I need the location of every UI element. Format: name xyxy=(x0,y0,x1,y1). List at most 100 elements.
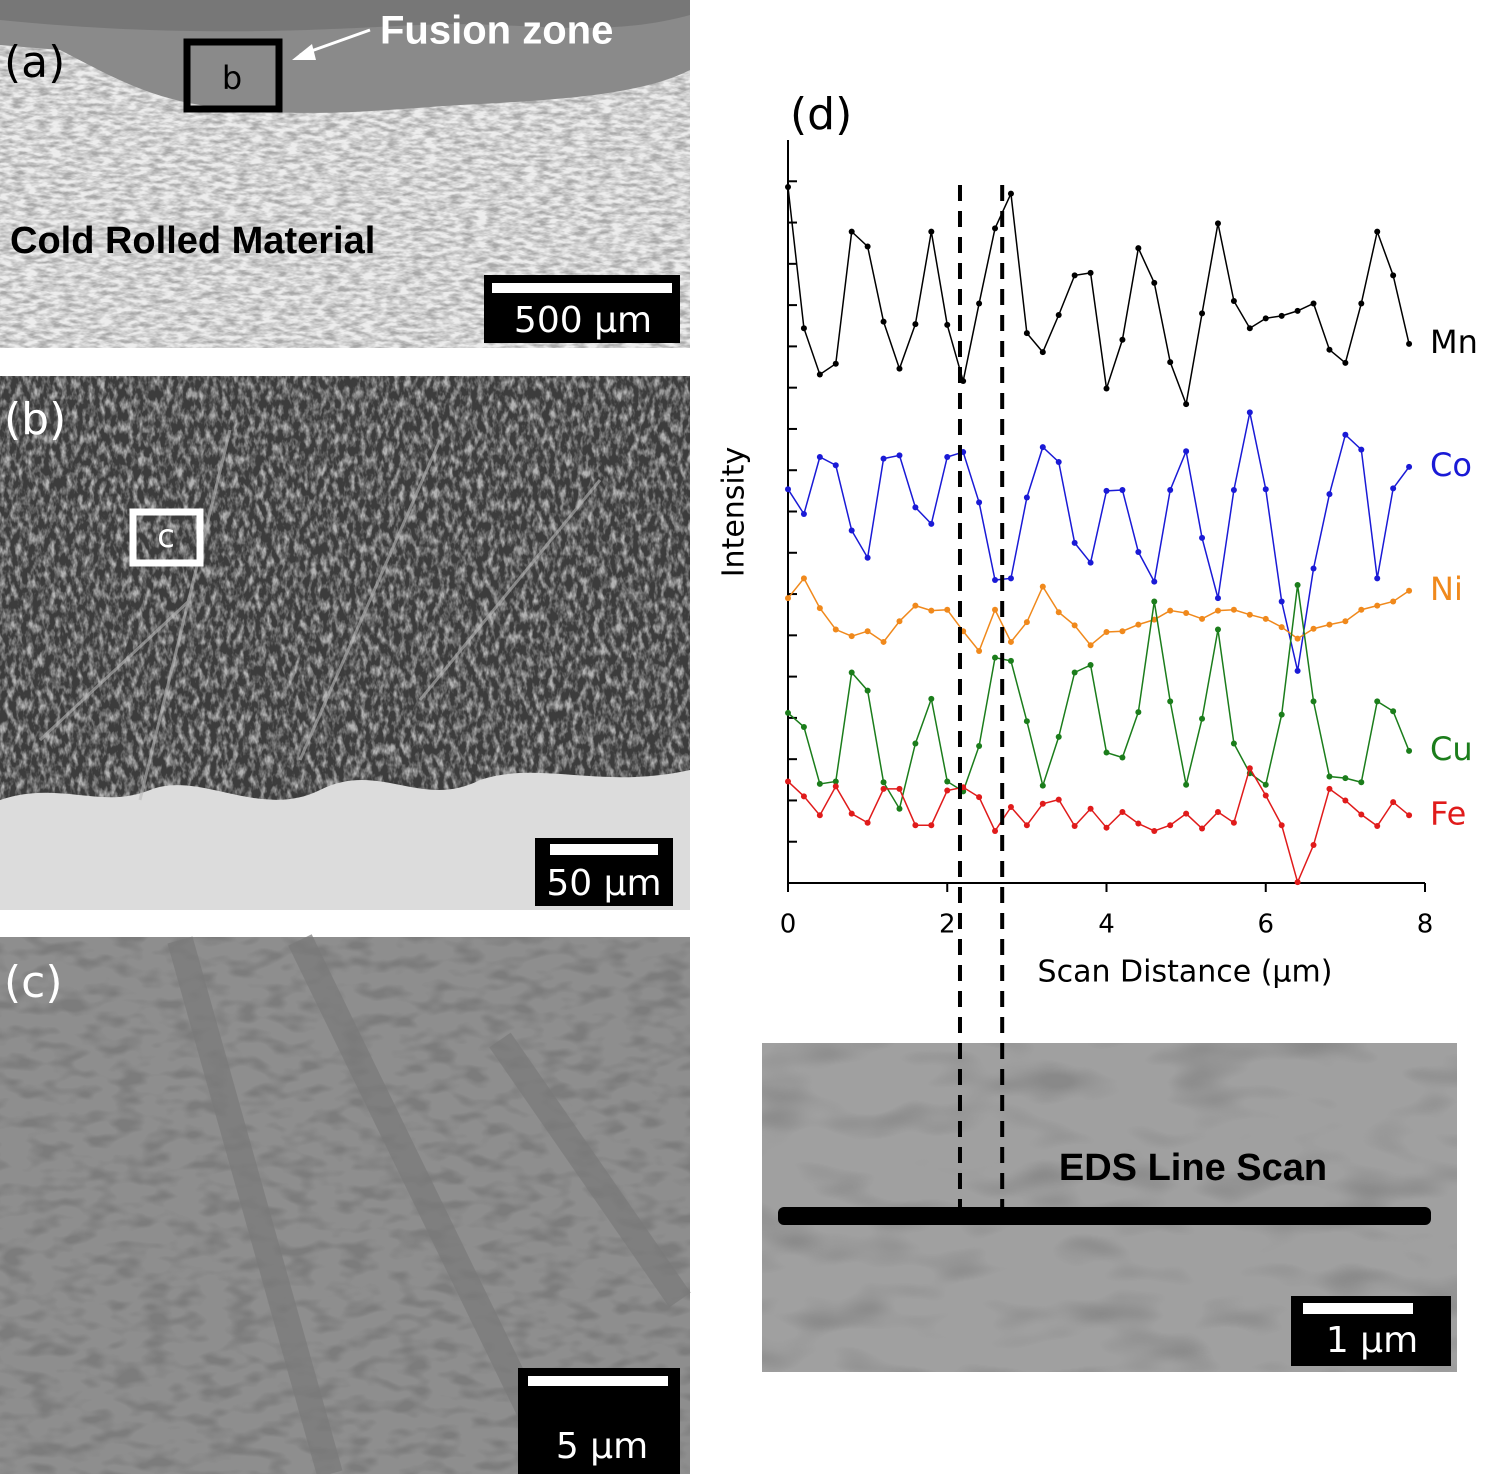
data-point xyxy=(1358,811,1365,818)
data-point xyxy=(1406,812,1413,819)
data-point xyxy=(1294,667,1301,674)
data-point xyxy=(800,325,807,332)
data-point xyxy=(864,687,871,694)
data-point xyxy=(800,723,807,730)
data-point xyxy=(1390,708,1397,715)
data-point xyxy=(1310,842,1317,849)
data-point xyxy=(1119,754,1126,761)
data-point xyxy=(1007,657,1014,664)
data-point xyxy=(896,785,903,792)
data-point xyxy=(1262,792,1269,799)
data-point xyxy=(1007,638,1014,645)
data-point xyxy=(848,669,855,676)
data-point xyxy=(944,778,951,785)
data-point xyxy=(1214,809,1221,816)
data-point xyxy=(816,454,823,461)
data-point xyxy=(976,794,983,801)
data-point xyxy=(1390,598,1397,605)
data-point xyxy=(1055,733,1062,740)
data-point xyxy=(1183,781,1190,788)
data-point xyxy=(1374,228,1381,235)
data-point xyxy=(1294,581,1301,588)
data-point xyxy=(896,452,903,459)
data-point xyxy=(1151,616,1158,623)
data-point xyxy=(1167,487,1174,494)
data-point xyxy=(848,633,855,640)
data-point xyxy=(880,455,887,462)
data-point xyxy=(976,742,983,749)
data-point xyxy=(1007,804,1014,811)
data-point xyxy=(1023,494,1030,501)
data-point xyxy=(1246,611,1253,618)
data-point xyxy=(1119,809,1126,816)
data-point xyxy=(1246,325,1253,332)
data-point xyxy=(1326,785,1333,792)
data-point xyxy=(1151,279,1158,286)
data-point xyxy=(912,822,919,829)
data-point xyxy=(1374,602,1381,609)
data-point xyxy=(1071,823,1078,830)
data-point xyxy=(1214,626,1221,633)
data-point xyxy=(1071,272,1078,279)
data-point xyxy=(1199,615,1206,622)
data-point xyxy=(1183,401,1190,408)
data-point xyxy=(1406,340,1413,347)
data-point xyxy=(880,785,887,792)
data-point xyxy=(1135,548,1142,555)
y-axis-label: Intensity xyxy=(717,447,752,578)
data-point xyxy=(880,779,887,786)
data-point xyxy=(928,520,935,527)
data-point xyxy=(1135,245,1142,252)
data-point xyxy=(1310,625,1317,632)
x-tick-label: 0 xyxy=(780,910,797,940)
data-point xyxy=(976,300,983,307)
data-point xyxy=(1119,336,1126,343)
data-point xyxy=(1103,824,1110,831)
x-tick-label: 4 xyxy=(1098,910,1115,940)
data-point xyxy=(1151,578,1158,585)
data-point xyxy=(1358,446,1365,453)
data-point xyxy=(896,805,903,812)
data-point xyxy=(1374,823,1381,830)
data-point xyxy=(1342,618,1349,625)
data-point xyxy=(1358,300,1365,307)
data-point xyxy=(864,554,871,561)
data-point xyxy=(1199,534,1206,541)
data-point xyxy=(1087,805,1094,812)
annotation: EDS Line Scan xyxy=(1059,1147,1327,1189)
data-point xyxy=(1023,822,1030,829)
data-point xyxy=(864,819,871,826)
data-point xyxy=(1151,827,1158,834)
data-point xyxy=(1390,485,1397,492)
data-point xyxy=(832,360,839,367)
data-point xyxy=(928,607,935,614)
data-point xyxy=(1055,609,1062,616)
x-tick-label: 6 xyxy=(1257,910,1274,940)
data-point xyxy=(1103,487,1110,494)
data-point xyxy=(1087,269,1094,276)
data-point xyxy=(992,225,999,232)
data-point xyxy=(1406,463,1413,470)
data-point xyxy=(1007,575,1014,582)
series-line xyxy=(787,766,1410,885)
data-point xyxy=(1103,385,1110,392)
data-point xyxy=(896,618,903,625)
data-point xyxy=(816,605,823,612)
micrograph-d xyxy=(762,1043,1457,1372)
data-point xyxy=(1262,781,1269,788)
data-point xyxy=(1262,486,1269,493)
box-label: b xyxy=(222,59,242,97)
scale-bar-label: 5 μm xyxy=(556,1426,648,1467)
data-point xyxy=(1326,773,1333,780)
data-point xyxy=(1167,698,1174,705)
legend-label: Fe xyxy=(1430,794,1466,832)
data-point xyxy=(1039,444,1046,451)
scale-bar-label: 1 μm xyxy=(1326,1320,1418,1361)
data-point xyxy=(1278,624,1285,631)
data-point xyxy=(848,228,855,235)
micrograph-b xyxy=(0,376,690,910)
data-point xyxy=(848,810,855,817)
data-point xyxy=(1023,619,1030,626)
